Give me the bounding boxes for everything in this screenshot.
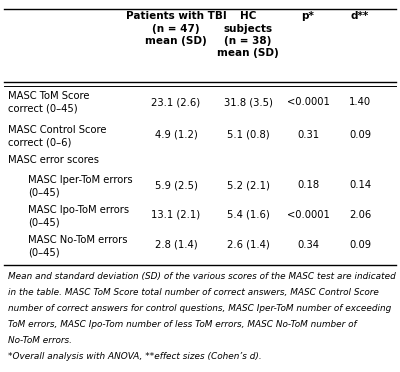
Text: 5.9 (2.5): 5.9 (2.5): [154, 180, 198, 190]
Text: p*: p*: [302, 11, 314, 21]
Text: number of correct answers for control questions, MASC Iper-ToM number of exceedi: number of correct answers for control qu…: [8, 304, 391, 312]
Text: 5.2 (2.1): 5.2 (2.1): [226, 180, 270, 190]
Text: MASC Ipo-ToM errors
(0–45): MASC Ipo-ToM errors (0–45): [28, 205, 129, 227]
Text: No-ToM errors.: No-ToM errors.: [8, 336, 72, 344]
Text: 31.8 (3.5): 31.8 (3.5): [224, 97, 272, 107]
Text: 2.6 (1.4): 2.6 (1.4): [227, 240, 269, 250]
Text: Patients with TBI
(n = 47)
mean (SD): Patients with TBI (n = 47) mean (SD): [126, 11, 226, 46]
Text: MASC error scores: MASC error scores: [8, 155, 99, 165]
Text: MASC No-ToM errors
(0–45): MASC No-ToM errors (0–45): [28, 235, 128, 257]
Text: Mean and standard deviation (SD) of the various scores of the MASC test are indi: Mean and standard deviation (SD) of the …: [8, 272, 396, 280]
Text: d**: d**: [351, 11, 369, 21]
Text: <0.0001: <0.0001: [286, 210, 330, 220]
Text: MASC Iper-ToM errors
(0–45): MASC Iper-ToM errors (0–45): [28, 175, 133, 198]
Text: <0.0001: <0.0001: [286, 97, 330, 107]
Text: 23.1 (2.6): 23.1 (2.6): [152, 97, 200, 107]
Text: 5.1 (0.8): 5.1 (0.8): [227, 130, 269, 140]
Text: 0.34: 0.34: [297, 240, 319, 250]
Text: 0.09: 0.09: [349, 130, 371, 140]
Text: 5.4 (1.6): 5.4 (1.6): [227, 210, 269, 220]
Text: ToM errors, MASC Ipo-Tom number of less ToM errors, MASC No-ToM number of: ToM errors, MASC Ipo-Tom number of less …: [8, 320, 357, 328]
Text: *Overall analysis with ANOVA, **effect sizes (Cohen’s d).: *Overall analysis with ANOVA, **effect s…: [8, 352, 262, 360]
Text: 2.06: 2.06: [349, 210, 371, 220]
Text: 0.31: 0.31: [297, 130, 319, 140]
Text: MASC ToM Score
correct (0–45): MASC ToM Score correct (0–45): [8, 91, 90, 113]
Text: 1.40: 1.40: [349, 97, 371, 107]
Text: 0.14: 0.14: [349, 180, 371, 190]
Text: 0.09: 0.09: [349, 240, 371, 250]
Text: in the table. MASC ToM Score total number of correct answers, MASC Control Score: in the table. MASC ToM Score total numbe…: [8, 288, 379, 296]
Text: MASC Control Score
correct (0–6): MASC Control Score correct (0–6): [8, 125, 106, 147]
Text: 2.8 (1.4): 2.8 (1.4): [155, 240, 197, 250]
Text: 13.1 (2.1): 13.1 (2.1): [152, 210, 200, 220]
Text: 4.9 (1.2): 4.9 (1.2): [155, 130, 197, 140]
Text: HC
subjects
(n = 38)
mean (SD): HC subjects (n = 38) mean (SD): [217, 11, 279, 58]
Text: 0.18: 0.18: [297, 180, 319, 190]
